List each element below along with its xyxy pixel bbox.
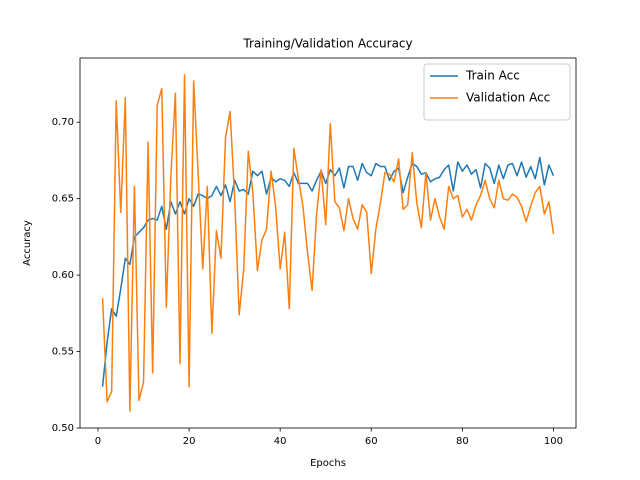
x-tick-label: 0 — [95, 436, 101, 447]
x-axis-label: Epochs — [310, 458, 346, 469]
y-tick-label: 0.55 — [52, 347, 74, 358]
legend-label: Train Acc — [465, 69, 520, 83]
x-tick-label: 100 — [544, 436, 563, 447]
legend-box — [423, 63, 571, 121]
x-tick-label: 60 — [365, 436, 378, 447]
legend-label: Validation Acc — [466, 91, 550, 105]
x-tick-label: 80 — [456, 436, 469, 447]
y-axis-label: Accuracy — [22, 220, 33, 266]
x-tick-label: 40 — [274, 436, 287, 447]
axes-frame — [79, 57, 577, 429]
x-tick-label: 20 — [183, 436, 196, 447]
y-tick-label: 0.50 — [52, 423, 74, 434]
y-tick-label: 0.65 — [52, 194, 74, 205]
y-tick-label: 0.60 — [52, 270, 74, 281]
y-tick-label: 0.70 — [52, 117, 74, 128]
chart-title: Training/Validation Accuracy — [242, 37, 412, 51]
data-line — [101, 74, 555, 412]
